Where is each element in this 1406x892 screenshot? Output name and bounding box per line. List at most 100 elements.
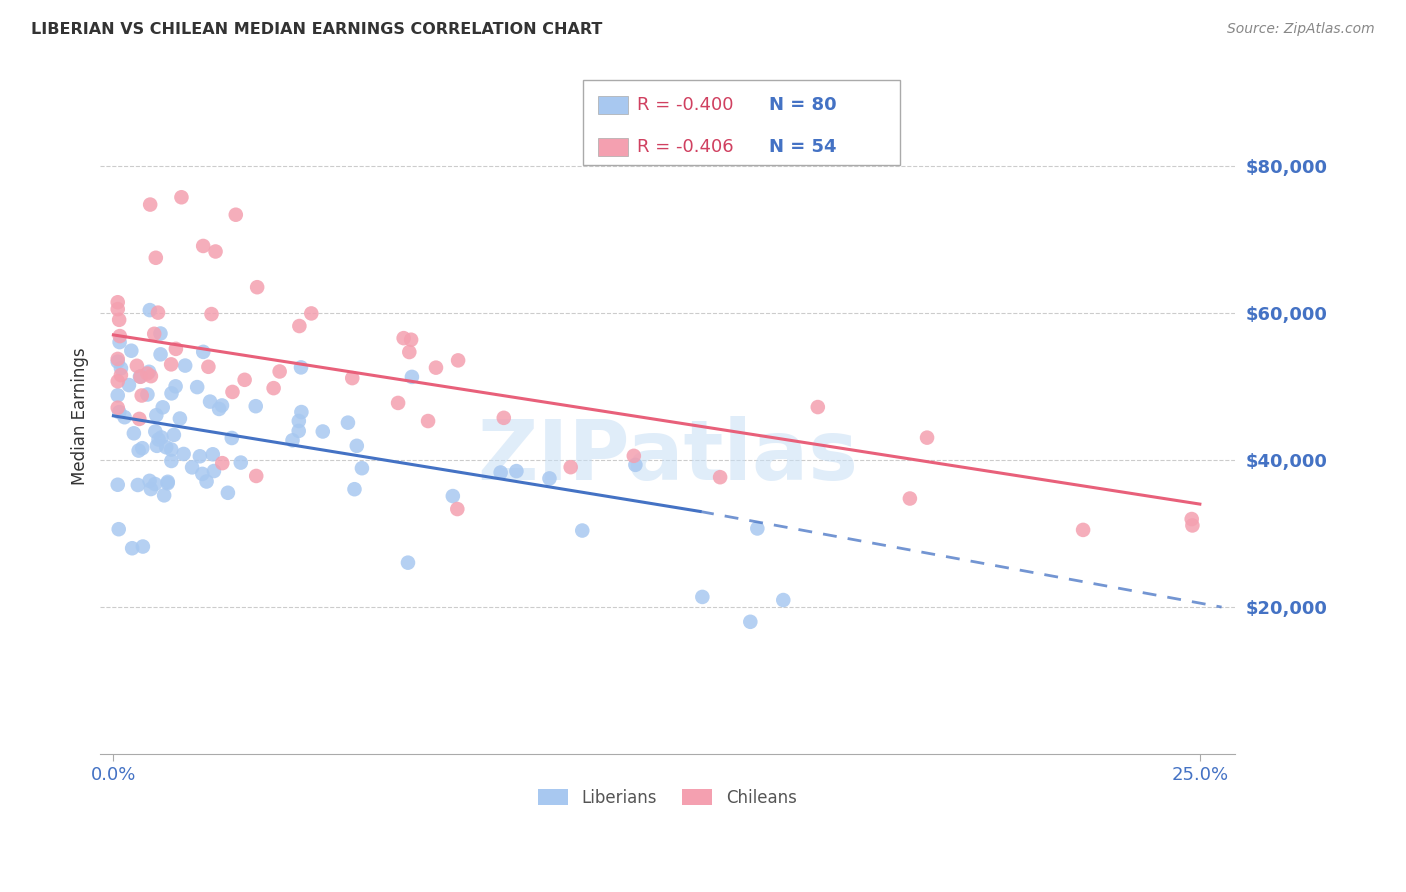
Point bbox=[107, 401, 129, 415]
Point bbox=[128, 412, 150, 426]
Point bbox=[128, 443, 150, 458]
Point bbox=[108, 313, 131, 327]
Point bbox=[138, 365, 160, 379]
Point bbox=[560, 460, 582, 475]
Point bbox=[198, 394, 221, 409]
Point bbox=[299, 306, 322, 320]
Point bbox=[174, 359, 197, 373]
Point bbox=[446, 502, 468, 516]
Point bbox=[156, 476, 179, 491]
Legend: Liberians, Chileans: Liberians, Chileans bbox=[531, 782, 803, 814]
Point bbox=[145, 408, 167, 422]
Point bbox=[447, 353, 470, 368]
Point bbox=[160, 454, 183, 468]
Y-axis label: Median Earnings: Median Earnings bbox=[72, 347, 89, 484]
Point bbox=[107, 522, 129, 536]
Text: R = -0.406: R = -0.406 bbox=[637, 138, 734, 156]
Point bbox=[108, 405, 131, 419]
Point bbox=[136, 387, 159, 401]
Point bbox=[110, 368, 132, 383]
Point bbox=[170, 190, 193, 204]
Point bbox=[211, 399, 233, 413]
Point bbox=[740, 615, 762, 629]
Point bbox=[233, 373, 256, 387]
Point bbox=[287, 424, 309, 438]
Point bbox=[120, 343, 142, 358]
Point bbox=[692, 590, 714, 604]
Point bbox=[401, 370, 423, 384]
Point bbox=[245, 469, 267, 483]
Point bbox=[346, 439, 368, 453]
Point bbox=[221, 431, 243, 445]
Point bbox=[193, 344, 215, 359]
Point bbox=[114, 410, 136, 425]
Point bbox=[425, 360, 447, 375]
Point bbox=[211, 456, 233, 470]
Point bbox=[387, 396, 409, 410]
Text: Source: ZipAtlas.com: Source: ZipAtlas.com bbox=[1227, 22, 1375, 37]
Point bbox=[146, 439, 169, 453]
Point bbox=[489, 466, 512, 480]
Point bbox=[107, 354, 129, 368]
Point bbox=[225, 208, 247, 222]
Point bbox=[186, 380, 208, 394]
Point bbox=[623, 449, 645, 463]
Point bbox=[165, 342, 187, 356]
Point bbox=[342, 371, 364, 385]
Point bbox=[396, 556, 419, 570]
Point bbox=[108, 329, 131, 343]
Point bbox=[204, 244, 226, 259]
Point bbox=[288, 319, 311, 334]
Point bbox=[160, 357, 183, 371]
Point bbox=[195, 475, 218, 489]
Point bbox=[129, 369, 152, 384]
Point bbox=[143, 326, 166, 341]
Point bbox=[150, 430, 173, 444]
Point bbox=[197, 359, 219, 374]
Point bbox=[107, 388, 129, 402]
Text: LIBERIAN VS CHILEAN MEDIAN EARNINGS CORRELATION CHART: LIBERIAN VS CHILEAN MEDIAN EARNINGS CORR… bbox=[31, 22, 602, 37]
Point bbox=[125, 359, 148, 373]
Point bbox=[392, 331, 415, 345]
Point bbox=[624, 458, 647, 472]
Point bbox=[441, 489, 464, 503]
Point bbox=[1181, 512, 1204, 526]
Point bbox=[138, 474, 160, 488]
Point bbox=[399, 333, 422, 347]
Point bbox=[229, 456, 252, 470]
Point bbox=[772, 593, 794, 607]
Point bbox=[118, 378, 141, 392]
Point bbox=[492, 410, 515, 425]
Point bbox=[290, 405, 312, 419]
Point bbox=[169, 411, 191, 425]
Point bbox=[336, 416, 359, 430]
Point bbox=[148, 433, 170, 447]
Point bbox=[312, 425, 335, 439]
Point bbox=[107, 477, 129, 491]
Point bbox=[155, 440, 177, 454]
Point bbox=[121, 541, 143, 556]
Point bbox=[173, 447, 195, 461]
Point bbox=[139, 303, 162, 318]
Point bbox=[288, 414, 311, 428]
Point bbox=[163, 428, 186, 442]
Point bbox=[208, 401, 231, 416]
Point bbox=[217, 485, 239, 500]
Point bbox=[747, 521, 769, 535]
Point bbox=[129, 369, 152, 384]
Point bbox=[290, 360, 312, 375]
Point bbox=[156, 475, 179, 489]
Point bbox=[181, 460, 204, 475]
Point bbox=[131, 441, 153, 455]
Point bbox=[149, 347, 172, 361]
Point bbox=[152, 401, 174, 415]
Point bbox=[1181, 518, 1204, 533]
Point bbox=[145, 251, 167, 265]
Point bbox=[107, 351, 129, 366]
Text: N = 80: N = 80 bbox=[769, 96, 837, 114]
Point bbox=[107, 295, 129, 310]
Point bbox=[160, 442, 183, 457]
Point bbox=[110, 361, 132, 376]
Point bbox=[160, 386, 183, 401]
Point bbox=[709, 470, 731, 484]
